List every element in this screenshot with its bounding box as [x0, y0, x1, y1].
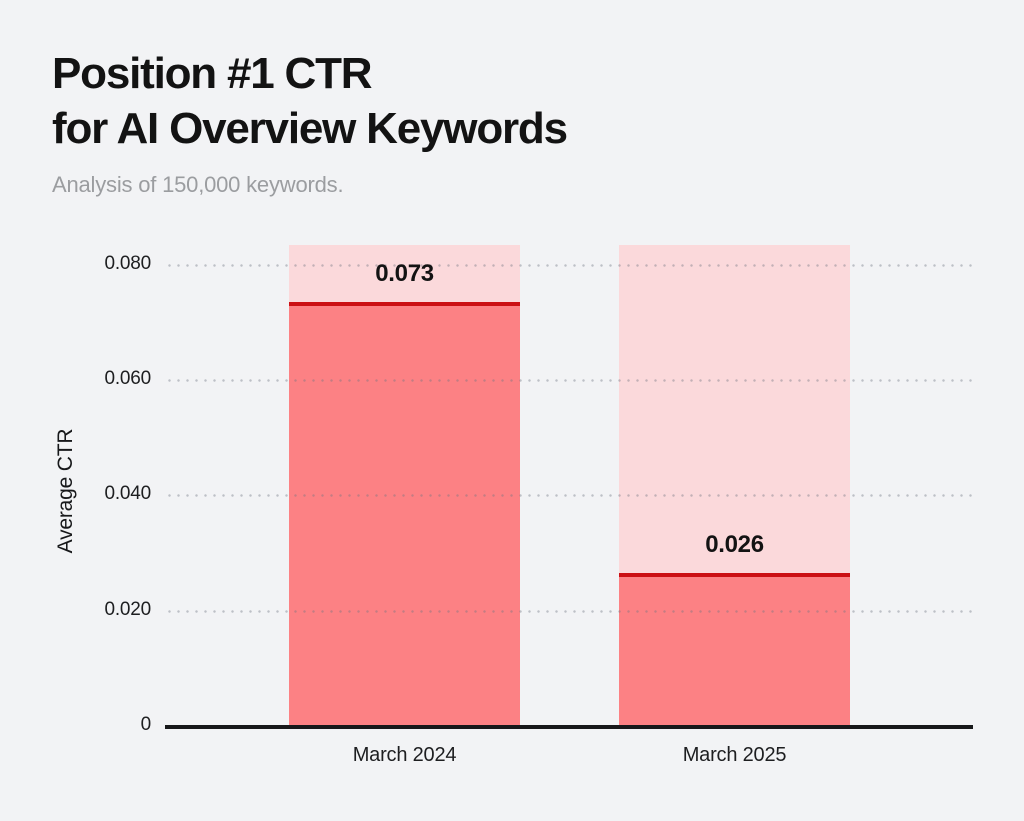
gridline-0.020 — [165, 609, 973, 613]
y-tick-label: 0.060 — [104, 368, 151, 390]
gridline-0.060 — [165, 379, 973, 383]
y-tick-label: 0.080 — [104, 252, 151, 274]
y-tick-label: 0.020 — [104, 598, 151, 620]
bar-value-label: 0.026 — [705, 531, 764, 558]
bar-fill — [289, 306, 521, 727]
bar-value-line — [289, 302, 521, 306]
x-axis-line — [165, 725, 973, 729]
x-tick-label: March 2025 — [682, 744, 787, 766]
plot-area: 0 0.020 0.040 0.060 0.080 0.073 March 2024 0.02… — [104, 245, 973, 766]
gridline-0.040 — [165, 494, 973, 498]
bar-value-label: 0.073 — [375, 260, 434, 287]
chart-title: Position #1 CTR for AI Overview Keywords — [52, 49, 568, 153]
bar-value-line — [619, 573, 850, 577]
x-tick-label: March 2024 — [352, 744, 457, 766]
chart-subtitle: Analysis of 150,000 keywords. — [52, 172, 344, 197]
y-tick-label: 0 — [140, 714, 152, 735]
gridline-0.080 — [165, 263, 973, 267]
bar-fill — [619, 577, 850, 727]
y-tick-label: 0.040 — [104, 483, 151, 505]
